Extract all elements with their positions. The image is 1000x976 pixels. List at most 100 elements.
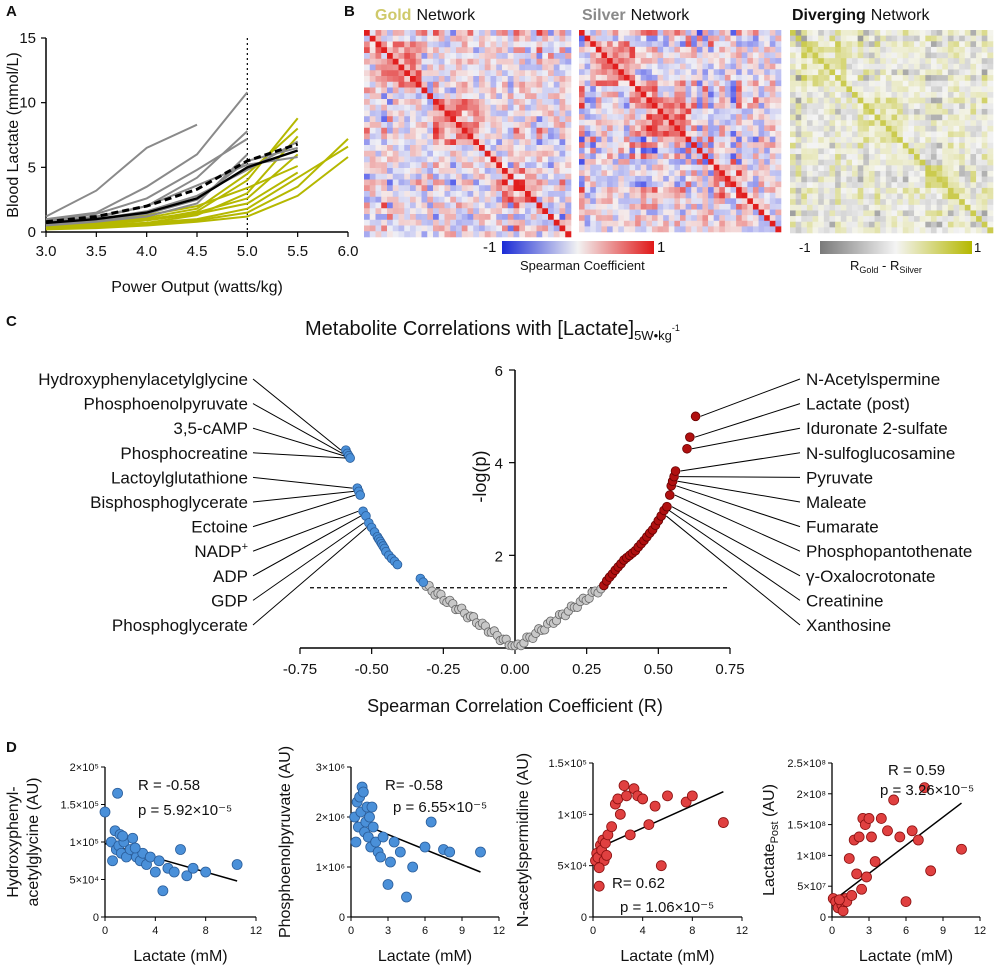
heatmap-cell (553, 64, 560, 71)
heatmap-cell (880, 170, 887, 177)
heatmap-cell (987, 69, 994, 76)
heatmap-cell (891, 35, 898, 42)
heatmap-cell (795, 69, 802, 76)
heatmap-cell (364, 202, 371, 209)
heatmap-cell (410, 87, 417, 94)
heatmap-cell (936, 204, 943, 211)
heatmap-cell (548, 58, 555, 65)
heatmap-cell (433, 122, 440, 129)
d-point (637, 793, 649, 805)
heatmap-cell (846, 97, 853, 104)
c-leader-line (700, 378, 801, 417)
heatmap-cell (758, 114, 765, 121)
heatmap-cell (708, 192, 714, 199)
heatmap-cell (823, 176, 830, 183)
heatmap-cell (433, 47, 440, 54)
heatmap-cell (473, 145, 480, 152)
heatmap-cell (696, 102, 703, 109)
heatmap-cell (530, 127, 537, 134)
heatmap-cell (496, 116, 503, 123)
heatmap-cell (702, 215, 709, 222)
heatmap-cell (795, 58, 802, 65)
heatmap-cell (981, 227, 988, 234)
d-xtick-label: 6 (422, 925, 428, 937)
heatmap-cell (450, 150, 457, 157)
heatmap-cell (795, 182, 802, 189)
heatmap-cell (730, 181, 737, 188)
heatmap-cell (747, 119, 754, 126)
heatmap-cell (507, 133, 514, 140)
heatmap-cell (607, 198, 613, 205)
heatmap-cell (758, 192, 765, 199)
heatmap-cell (381, 231, 388, 238)
c-label-negative: NADP+ (194, 541, 248, 561)
heatmap-cell (640, 181, 647, 188)
heatmap-cell (902, 193, 909, 200)
heatmap-cell (484, 87, 491, 94)
heatmap-cell (919, 176, 926, 183)
heatmap-cell (623, 220, 630, 227)
heatmap-cell (769, 35, 776, 42)
heatmap-cell (364, 225, 371, 232)
heatmap-cell (657, 187, 664, 194)
heatmap-cell (444, 58, 451, 65)
heatmap-cell (702, 131, 709, 137)
heatmap-cell (764, 164, 771, 171)
c-point-positive (664, 490, 675, 500)
heatmap-cell (584, 74, 591, 81)
heatmap-cell (970, 187, 977, 194)
heatmap-cell (724, 175, 731, 182)
heatmap-cell (880, 142, 887, 149)
c-point-positive (682, 443, 692, 454)
heatmap-cell (525, 104, 532, 111)
heatmap-cell (758, 69, 765, 76)
heatmap-cell (381, 41, 388, 48)
heatmap-cell (736, 181, 743, 188)
heatmap-cell (590, 209, 597, 216)
heatmap-cell (674, 136, 681, 143)
heatmap-cell (364, 127, 371, 134)
heatmap-cell (708, 203, 714, 210)
heatmap-cell (713, 209, 720, 216)
heatmap-cell (536, 162, 543, 169)
heatmap-cell (846, 148, 853, 155)
heatmap-cell (691, 46, 698, 53)
heatmap-cell (404, 99, 411, 106)
heatmap-cell (507, 202, 514, 209)
heatmap-cell (880, 227, 887, 234)
heatmap-cell (829, 221, 836, 228)
heatmap-cell (925, 114, 932, 121)
heatmap-cell (747, 114, 754, 121)
heatmap-cell (919, 148, 926, 155)
heatmap-cell (525, 122, 532, 129)
heatmap-cell (502, 47, 509, 54)
heatmap-cell (607, 114, 613, 121)
heatmap-cell (981, 108, 988, 115)
heatmap-cell (513, 93, 520, 100)
heatmap-cell (964, 114, 971, 121)
heatmap-cell (507, 93, 514, 100)
heatmap-cell (513, 81, 520, 88)
heatmap-cell (959, 69, 966, 76)
heatmap-cell (381, 30, 388, 37)
heatmap-cell (467, 214, 474, 221)
heatmap-cell (450, 202, 457, 209)
heatmap-cell (674, 131, 681, 137)
heatmap-cell (618, 164, 625, 171)
heatmap-cell (708, 86, 714, 93)
heatmap-cell (959, 165, 966, 172)
heatmap-cell (525, 64, 532, 71)
heatmap-cell (595, 215, 602, 222)
heatmap-cell (790, 159, 796, 166)
heatmap-cell (525, 76, 532, 83)
heatmap-cell (970, 154, 977, 160)
heatmap-cell (646, 74, 653, 81)
heatmap-cell (496, 231, 503, 238)
heatmap-cell (433, 133, 440, 140)
heatmap-cell (758, 164, 765, 171)
heatmap-cell (857, 165, 864, 172)
heatmap-cell (812, 131, 819, 138)
heatmap-cell (840, 159, 847, 166)
heatmap-cell (427, 139, 434, 146)
